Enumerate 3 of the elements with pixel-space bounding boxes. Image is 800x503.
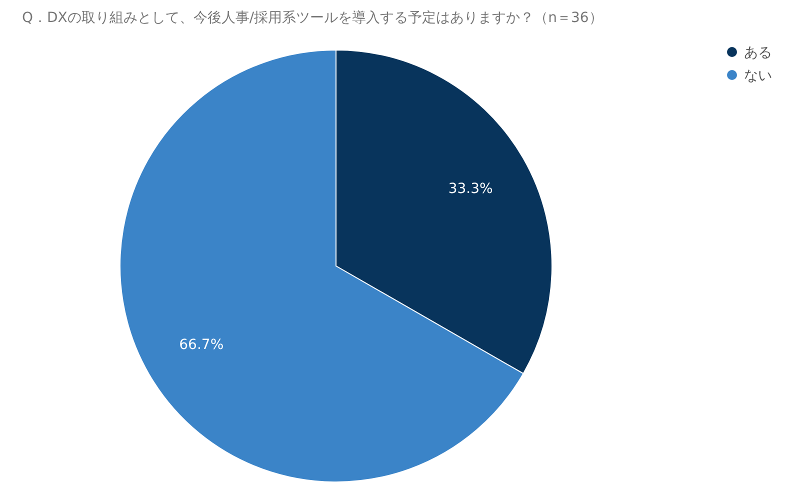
title: Q．DXの取り組みとして、今後人事/採用系ツールを導入する予定はありますか？（n＝36） [22,10,603,26]
legend-label: ない [744,68,772,84]
legend-label: ある [744,45,772,61]
